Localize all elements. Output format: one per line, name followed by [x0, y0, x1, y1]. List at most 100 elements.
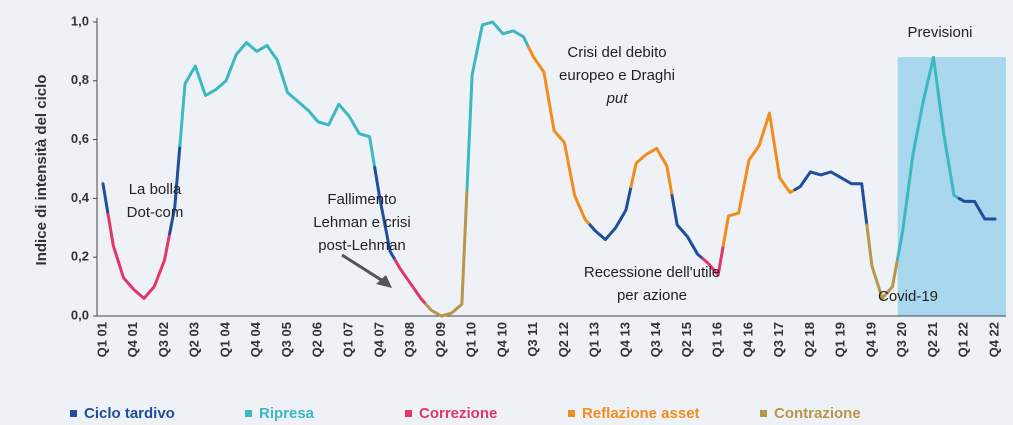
- line-segment: [444, 307, 459, 317]
- x-tick-label: Q4 10: [494, 322, 509, 357]
- annotation: put: [606, 90, 629, 107]
- x-tick-label: Q3 08: [402, 322, 417, 357]
- x-tick-label: Q4 22: [986, 322, 1001, 357]
- annotation: post-Lehman: [318, 237, 406, 254]
- line-segment: [598, 232, 613, 242]
- line-segment: [393, 258, 407, 278]
- annotation: Lehman e crisi: [313, 214, 411, 231]
- legend-label: Correzione: [419, 405, 497, 422]
- x-tick-label: Q2 21: [925, 322, 940, 357]
- annotation: per azione: [617, 287, 687, 304]
- line-segment: [906, 126, 920, 195]
- annotation: Fallimento: [327, 191, 396, 208]
- line-segment: [803, 170, 818, 181]
- line-segment: [619, 185, 633, 221]
- x-tick-label: Q4 04: [248, 321, 263, 357]
- line-segment: [506, 29, 520, 36]
- x-tick-label: Q2 18: [802, 322, 817, 357]
- line-segment: [885, 257, 900, 294]
- line-segment: [127, 282, 141, 296]
- line-segment: [424, 302, 438, 315]
- line-segment: [721, 213, 736, 247]
- annotation: Dot-com: [127, 204, 184, 221]
- y-tick-label: 0,2: [71, 249, 89, 264]
- x-tick-label: Q4 16: [740, 322, 755, 357]
- arrow: [341, 253, 387, 285]
- forecast-label: Previsioni: [907, 24, 972, 41]
- annotation: Crisi del debito: [567, 44, 666, 61]
- line-segment: [957, 196, 971, 203]
- line-segment: [209, 83, 223, 95]
- annotation: Covid-19: [878, 288, 938, 305]
- line-segment: [157, 232, 172, 275]
- line-segment: [526, 45, 541, 67]
- line-segment: [516, 32, 530, 49]
- annotation: europeo e Draghi: [559, 67, 675, 84]
- line-segment: [773, 143, 787, 187]
- line-segment: [332, 102, 346, 117]
- line-segment: [188, 64, 202, 83]
- line-segment: [116, 260, 131, 286]
- legend-marker: [405, 410, 412, 417]
- line-segment: [609, 217, 623, 236]
- x-tick-label: Q1 22: [956, 322, 971, 357]
- x-tick-label: Q4 01: [125, 322, 140, 357]
- line-segment: [414, 289, 428, 306]
- line-segment: [352, 123, 366, 137]
- legend-label: Contrazione: [774, 405, 861, 422]
- line-segment: [239, 41, 254, 50]
- x-tick-label: Q2 06: [310, 322, 325, 357]
- x-tick-label: Q1 13: [587, 322, 602, 357]
- line-segment: [557, 135, 572, 171]
- line-segment: [783, 183, 797, 195]
- line-segment: [711, 243, 725, 277]
- x-tick-label: Q3 20: [894, 322, 909, 357]
- line-segment: [701, 257, 715, 271]
- x-tick-label: Q3 02: [156, 322, 171, 357]
- legend-marker: [245, 410, 252, 417]
- x-tick-label: Q4 07: [371, 322, 386, 357]
- line-segment: [691, 243, 705, 261]
- line-segment: [219, 66, 233, 87]
- line-segment: [362, 133, 377, 170]
- x-tick-label: Q2 12: [556, 322, 571, 357]
- legend-marker: [70, 410, 77, 417]
- x-tick-label: Q1 07: [341, 322, 356, 357]
- legend-label: Reflazione asset: [582, 405, 700, 422]
- line-segment: [280, 74, 295, 99]
- line-segment: [824, 170, 838, 177]
- y-tick-label: 0,8: [71, 72, 89, 87]
- line-segment: [229, 46, 243, 70]
- line-segment: [752, 127, 766, 155]
- line-segment: [742, 151, 756, 189]
- line-segment: [568, 167, 582, 209]
- line-segment: [896, 191, 910, 261]
- line-segment: [342, 108, 356, 127]
- line-segment: [260, 44, 274, 55]
- line-segment: [937, 94, 951, 167]
- line-segment: [137, 290, 151, 300]
- line-segment: [383, 223, 397, 262]
- line-segment: [547, 99, 561, 139]
- x-tick-label: Q3 05: [279, 322, 294, 357]
- line-segment: [537, 63, 551, 103]
- legend-marker: [760, 410, 767, 417]
- line-segment: [947, 163, 961, 200]
- line-segment: [762, 111, 777, 147]
- line-segment: [629, 157, 643, 189]
- line-segment: [496, 26, 510, 36]
- line-segment: [291, 95, 305, 108]
- y-tick-label: 0,0: [71, 307, 89, 322]
- line-segment: [670, 193, 684, 233]
- y-tick-label: 0,4: [71, 190, 90, 205]
- line-segment: [250, 45, 264, 53]
- line-segment: [301, 104, 315, 118]
- line-segment: [814, 171, 828, 177]
- line-segment: [475, 21, 489, 52]
- line-segment: [168, 143, 182, 236]
- line-segment: [178, 73, 192, 147]
- x-tick-label: Q4 19: [863, 322, 878, 357]
- y-axis-label: Indice di intensità del ciclo: [33, 75, 50, 266]
- line-segment: [465, 48, 479, 192]
